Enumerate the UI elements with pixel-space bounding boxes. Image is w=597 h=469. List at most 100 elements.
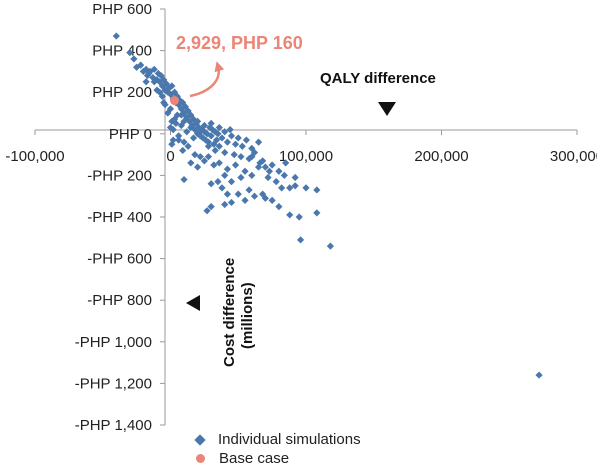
simulation-point [168,117,176,125]
simulation-point [264,173,272,182]
simulation-point [194,117,202,125]
simulation-point [248,153,256,161]
simulation-point [223,138,232,146]
simulation-point [179,146,187,155]
simulation-point [175,132,183,140]
legend-label: Base case [219,450,290,467]
simulation-point [204,153,213,161]
simulation-point [231,140,240,148]
simulation-point [291,173,299,182]
simulation-point [204,138,213,146]
simulation-point [234,134,242,142]
simulation-point [250,192,259,200]
simulation-point [145,69,153,78]
y-tick-label: -PHP 1,400 [75,417,152,434]
diamond-marker-icon [194,433,206,446]
simulation-point [200,157,208,165]
simulation-point [245,186,253,194]
y-axis-name-line1: Cost difference [221,258,238,367]
simulation-point [210,161,218,169]
simulation-point [184,142,192,150]
simulation-point [535,371,543,379]
simulation-point [280,171,288,179]
simulation-point [207,203,215,211]
simulation-point [227,132,236,140]
y-axis-name-line2: (millions) [239,282,256,349]
simulation-point [150,78,158,86]
simulation-point [212,136,221,144]
simulation-point [207,132,215,140]
simulation-point [175,136,183,144]
simulation-point [237,153,245,161]
simulation-point [313,186,321,194]
simulation-point [112,32,120,40]
simulation-point [296,236,305,244]
x-tick-label: 300,000 [550,148,597,165]
simulation-point [221,171,229,179]
simulation-point [183,128,191,136]
simulation-point [200,121,208,130]
legend-item-base-case: Base case [196,449,361,468]
simulation-point [286,211,294,219]
simulation-point [207,119,215,127]
simulation-point [227,178,236,186]
simulation-point [313,209,321,217]
simulation-point [223,190,232,198]
simulation-point [218,184,226,192]
simulation-point [265,167,274,175]
simulation-point [166,90,175,98]
x-axis-pointer-triangle [378,102,396,116]
simulation-point [295,213,303,221]
simulation-point [286,184,294,192]
simulation-point [149,74,157,82]
simulation-point [203,207,211,215]
simulation-point [177,111,185,119]
simulation-point [278,184,286,192]
simulation-point [196,153,204,161]
simulation-point [177,121,185,130]
y-tick-label: -PHP 200 [87,167,152,184]
simulation-point [237,173,245,182]
simulation-point [275,167,283,175]
simulation-point [215,159,223,167]
y-tick-label: PHP 600 [92,1,152,18]
simulation-point [189,134,198,142]
simulation-point [187,111,195,119]
legend-item-individual-simulations: Individual simulations [194,430,361,449]
simulation-point [187,159,195,167]
simulation-point [142,78,150,86]
simulation-point [223,165,232,173]
simulation-point [226,126,234,134]
simulation-point [168,82,176,90]
simulation-point [259,190,267,198]
simulation-point [326,242,334,250]
simulation-point [211,146,219,155]
simulation-point [275,203,283,211]
simulation-point [231,161,240,169]
data-points [112,32,543,379]
simulation-point [126,49,134,57]
y-tick-label: -PHP 1,000 [75,334,152,351]
simulation-point [158,92,166,100]
simulation-point [268,196,276,204]
simulation-point [241,167,249,175]
simulation-point [261,194,269,202]
base-case-point [169,96,179,106]
simulation-point [291,182,299,190]
simulation-point [166,123,175,132]
simulation-point [234,190,242,198]
simulation-point [180,175,188,184]
simulation-point [230,151,238,159]
simulation-point [214,178,222,186]
x-tick-label: -100,000 [5,148,64,165]
simulation-point [180,138,188,146]
simulation-point [221,200,229,209]
x-tick-label: 100,000 [279,148,333,165]
simulation-point [241,196,249,204]
simulation-point [218,134,226,142]
y-axis-pointer-triangle [186,295,200,311]
base-case-arrow [189,61,225,98]
simulation-point [150,65,158,73]
y-tick-label: PHP 0 [109,126,152,143]
simulation-point [242,136,250,144]
